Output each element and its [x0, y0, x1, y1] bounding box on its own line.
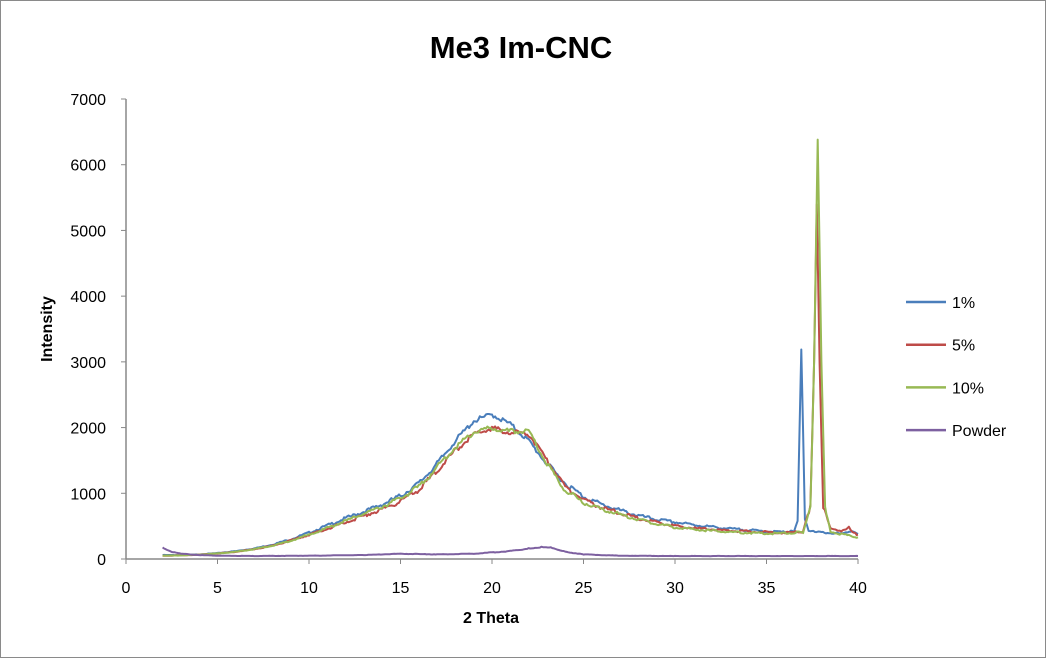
x-tick-label: 40: [849, 580, 867, 597]
y-tick-label: 4000: [70, 289, 106, 306]
x-tick-label: 35: [758, 580, 776, 597]
y-tick-label: 5000: [70, 223, 106, 240]
legend-label: 5%: [952, 338, 975, 355]
y-tick-label: 7000: [70, 92, 106, 109]
legend: 1% 5% 10% Powder: [906, 295, 1007, 440]
y-tick-label: 1000: [70, 486, 106, 503]
chart-title: Me3 Im-CNC: [430, 30, 613, 65]
y-tick-label: 2000: [70, 421, 106, 438]
x-tick-label: 0: [122, 580, 131, 597]
y-axis-label: Intensity: [39, 296, 56, 362]
series-line-1pct: [162, 348, 859, 557]
x-tick-label: 10: [300, 580, 318, 597]
x-tick-label: 15: [392, 580, 410, 597]
axes: 0 1000 2000 3000 4000 5000 6000 7000 0 5 10 15 20 25 3…: [70, 92, 867, 597]
legend-label: 10%: [952, 380, 984, 397]
legend-label: 1%: [952, 295, 975, 312]
series-line-5pct: [162, 203, 859, 557]
series-lines: [162, 138, 859, 558]
y-tick-label: 0: [97, 552, 106, 569]
y-tick-label: 6000: [70, 158, 106, 175]
x-tick-label: 30: [666, 580, 684, 597]
series-line-powder: [162, 545, 859, 558]
x-tick-label: 20: [483, 580, 501, 597]
x-axis-label: 2 Theta: [463, 610, 519, 627]
legend-label: Powder: [952, 423, 1007, 440]
x-tick-label: 5: [213, 580, 222, 597]
y-tick-label: 3000: [70, 355, 106, 372]
x-tick-label: 25: [575, 580, 593, 597]
series-line-10pct: [162, 138, 859, 557]
